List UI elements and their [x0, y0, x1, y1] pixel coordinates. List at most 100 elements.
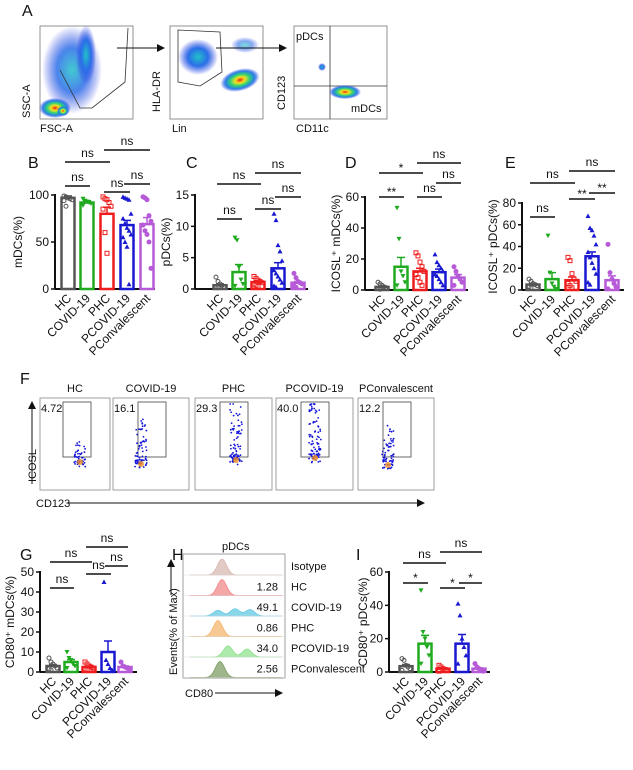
significance-label: ns	[223, 203, 236, 217]
data-point	[104, 250, 110, 256]
plot-title: COVID-19	[126, 383, 177, 395]
event-dot	[138, 445, 141, 448]
significance-label: *	[468, 571, 473, 585]
data-point	[549, 281, 555, 286]
data-point	[573, 278, 579, 284]
event-dot	[392, 430, 395, 432]
event-dot	[310, 403, 313, 405]
y-tick-label: 50	[21, 565, 35, 579]
event-dot	[232, 428, 235, 431]
data-point	[453, 268, 459, 274]
data-point	[273, 217, 279, 223]
event-dot	[236, 443, 239, 446]
data-point	[144, 231, 150, 237]
plot-frame	[112, 397, 190, 491]
event-dot	[229, 409, 231, 411]
data-point	[105, 661, 111, 666]
data-point	[69, 197, 75, 203]
event-dot	[83, 451, 86, 453]
event-dot	[390, 454, 393, 457]
significance-label: ns	[272, 157, 285, 171]
event-dot	[317, 456, 320, 459]
event-dot	[382, 456, 385, 459]
histogram-row-covid-19: 49.1 COVID-19	[183, 602, 342, 617]
sample-label: PHC	[291, 623, 314, 635]
event-dot	[239, 406, 242, 408]
event-dot	[235, 450, 238, 453]
significance-label: **	[387, 185, 397, 199]
data-point	[420, 630, 426, 635]
event-dot	[310, 443, 313, 446]
data-point	[455, 661, 461, 666]
event-dot	[309, 422, 312, 425]
data-point	[54, 665, 60, 671]
event-dot	[84, 447, 87, 450]
data-point	[108, 203, 114, 209]
data-point	[394, 283, 400, 288]
event-dot	[239, 445, 242, 448]
significance-label: ns	[546, 167, 559, 181]
data-point	[72, 664, 78, 669]
event-dot	[236, 432, 238, 435]
significance-label: ns	[56, 572, 69, 586]
event-dot	[316, 435, 319, 438]
event-dot	[138, 458, 141, 461]
data-point	[122, 239, 128, 244]
data-point	[277, 277, 283, 282]
event-dot	[235, 437, 238, 440]
event-dot	[145, 449, 148, 452]
event-dot	[381, 467, 384, 469]
event-dot	[230, 455, 233, 458]
event-dot	[317, 425, 319, 428]
event-dot	[317, 417, 320, 419]
event-dot	[240, 421, 243, 424]
data-point	[589, 260, 595, 265]
event-dot	[141, 455, 144, 458]
panel-a-gating-plot-3: pDCs mDCs CD123 CD11c	[276, 25, 388, 135]
panel-letter-b: B	[28, 155, 39, 172]
panel-letter-a: A	[22, 3, 33, 20]
event-dot	[232, 414, 235, 417]
y-axis-label: mDCs(%)	[11, 216, 25, 268]
data-point	[438, 279, 444, 285]
y-tick-label: 60	[503, 218, 517, 232]
data-point	[279, 258, 285, 263]
event-dot	[386, 467, 389, 470]
y-tick-label: 100	[29, 188, 49, 202]
y-tick-label: 0	[376, 665, 383, 679]
data-point	[100, 206, 106, 212]
data-point	[434, 273, 440, 279]
event-dot	[383, 454, 386, 457]
data-point	[146, 239, 152, 245]
event-dot	[138, 466, 141, 469]
event-dot	[386, 444, 389, 447]
event-dot	[313, 446, 315, 449]
axis-label-events: Events(% of Max)	[168, 588, 180, 675]
significance-label: ns	[101, 531, 114, 545]
event-dot	[385, 460, 387, 463]
icosl-gate	[137, 401, 167, 458]
data-point	[569, 285, 575, 291]
event-dot	[141, 425, 144, 428]
axis-label-lin: Lin	[172, 123, 187, 135]
data-point	[587, 282, 593, 287]
data-point	[146, 213, 152, 219]
data-point	[213, 274, 219, 280]
percentage-value: 0.86	[257, 623, 278, 635]
event-dot	[317, 431, 320, 434]
data-point	[451, 282, 457, 288]
event-dot	[240, 429, 243, 431]
significance-label: ns	[586, 155, 599, 169]
event-dot	[237, 432, 240, 434]
event-dot	[237, 419, 240, 422]
data-point	[589, 227, 595, 233]
panel-letter-f: F	[20, 371, 30, 388]
event-dot	[141, 459, 144, 461]
data-point	[593, 241, 599, 247]
event-dot	[136, 433, 139, 436]
event-dot	[392, 459, 395, 461]
flow-plot-covid-19: COVID-19 16.1	[112, 383, 190, 491]
event-dot	[236, 430, 239, 433]
event-dot	[76, 442, 79, 444]
gate-label-mdcs: mDCs	[351, 103, 382, 115]
